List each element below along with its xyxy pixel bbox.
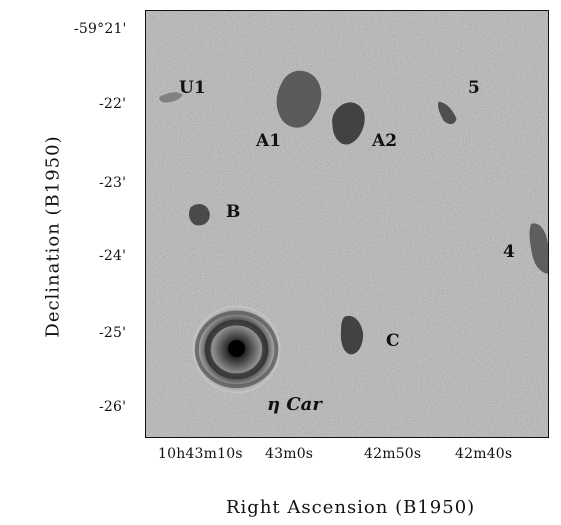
y-tick-5: -25' (99, 325, 127, 341)
x-tick-2: 43m0s (265, 446, 314, 462)
label-b: B (226, 202, 241, 222)
feature-a2 (332, 102, 365, 145)
label-a2: A2 (372, 131, 398, 151)
feature-b (188, 203, 210, 226)
y-tick-4: -24' (99, 248, 127, 264)
eta-car-core (228, 339, 246, 357)
feature-5 (438, 101, 457, 125)
feature-c (340, 315, 364, 355)
x-tick-1: 10h43m10s (158, 446, 243, 462)
feature-4 (529, 223, 548, 274)
label-c: C (386, 331, 400, 351)
feature-u1 (159, 92, 183, 103)
image-frame (145, 10, 549, 438)
y-axis-label: Declination (B1950) (42, 135, 64, 338)
y-tick-1: -59°21' (74, 21, 127, 37)
y-tick-3: -23' (99, 175, 127, 191)
label-eta-car: η Car (267, 394, 322, 415)
label-4: 4 (503, 242, 515, 262)
nebula-features (159, 70, 548, 355)
x-axis-label: Right Ascension (B1950) (226, 497, 476, 518)
label-u1: U1 (179, 78, 206, 98)
feature-a1 (276, 70, 322, 128)
y-tick-2: -22' (99, 96, 127, 112)
label-a1: A1 (256, 131, 282, 151)
label-5: 5 (468, 78, 480, 98)
eta-car-ring (192, 305, 281, 394)
x-tick-3: 42m50s (364, 446, 422, 462)
y-tick-6: -26' (99, 399, 127, 415)
x-tick-4: 42m40s (455, 446, 513, 462)
astronomical-image-svg (146, 11, 548, 437)
